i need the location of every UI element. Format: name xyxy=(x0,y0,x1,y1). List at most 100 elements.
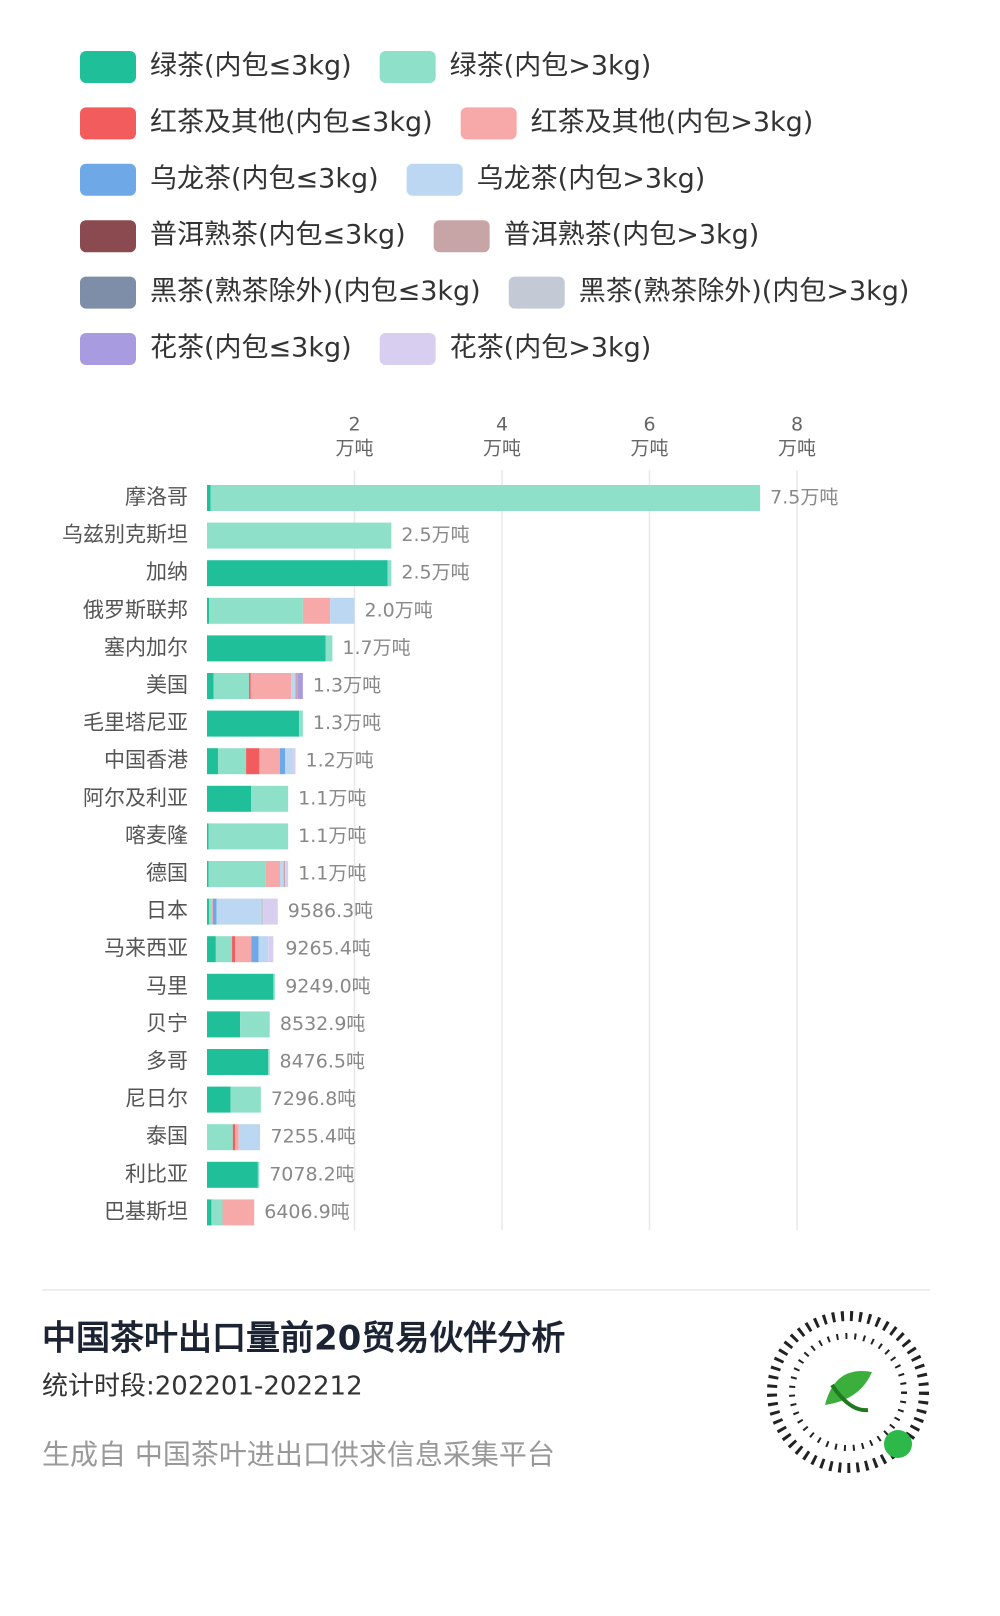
legend-swatch xyxy=(80,333,136,365)
legend-swatch xyxy=(379,333,436,365)
value-label: 9249.0吨 xyxy=(285,975,370,997)
bar-segment xyxy=(207,1161,258,1188)
y-tick-label: 日本 xyxy=(146,899,188,923)
bar-segment xyxy=(207,1049,269,1075)
x-tick-unit: 万吨 xyxy=(335,438,373,460)
bar-segment xyxy=(207,522,392,549)
legend-swatch xyxy=(508,276,565,309)
legend-swatch xyxy=(80,51,136,83)
y-tick-label: 俄罗斯联邦 xyxy=(83,598,188,622)
bar-segment xyxy=(213,673,250,699)
legend-label: 绿茶(内包>3kg) xyxy=(450,51,652,82)
bar-segment xyxy=(212,898,217,925)
legend-label: 乌龙茶(内包>3kg) xyxy=(477,163,706,194)
y-tick-label: 巴基斯坦 xyxy=(104,1199,188,1223)
bar-segment xyxy=(210,485,761,511)
y-tick-label: 摩洛哥 xyxy=(125,485,188,509)
bar-segment xyxy=(207,1199,212,1226)
bar-segment xyxy=(232,1124,236,1151)
bar-segment xyxy=(207,560,388,587)
bar-segment xyxy=(207,1086,231,1113)
bar-segment xyxy=(263,898,278,925)
footer-title: 中国茶叶出口量前20贸易伙伴分析 xyxy=(42,1319,565,1359)
bar-segment xyxy=(258,936,269,963)
bar-segment xyxy=(207,898,210,925)
y-tick-label: 马里 xyxy=(146,974,188,998)
bar-segment xyxy=(295,673,298,699)
value-label: 7078.2吨 xyxy=(269,1163,354,1185)
bar-segment xyxy=(251,936,259,963)
x-tick-unit: 万吨 xyxy=(483,438,521,460)
bar-segment xyxy=(283,861,286,887)
legend-swatch xyxy=(80,220,136,253)
y-tick-label: 喀麦隆 xyxy=(125,823,188,847)
legend-label: 红茶及其他(内包>3kg) xyxy=(531,107,814,138)
footer-period: 统计时段:202201-202212 xyxy=(42,1372,363,1402)
bar-segment xyxy=(218,748,247,775)
bar-segment xyxy=(208,861,266,887)
x-tick-unit: 万吨 xyxy=(778,438,816,460)
legend-label: 普洱熟茶(内包≤3kg) xyxy=(150,220,406,251)
value-label: 7296.8吨 xyxy=(271,1088,356,1110)
y-tick-label: 毛里塔尼亚 xyxy=(83,711,188,735)
legend-swatch xyxy=(80,163,136,196)
bar-segment xyxy=(292,748,296,775)
bar-segment xyxy=(249,673,251,699)
bar-segment xyxy=(387,560,392,587)
bar-segment xyxy=(291,673,296,699)
bar-segment xyxy=(211,898,213,925)
bar-segment xyxy=(250,673,292,699)
bar-segment xyxy=(235,936,252,963)
value-label: 9265.4吨 xyxy=(285,938,370,960)
footer-source: 生成自 中国茶叶进出口供求信息采集平台 xyxy=(42,1438,555,1471)
bar-segment xyxy=(268,936,274,963)
bar-segment xyxy=(207,861,209,887)
bar-segment xyxy=(299,710,303,737)
x-tick-unit: 万吨 xyxy=(630,438,668,460)
value-label: 1.1万吨 xyxy=(298,863,366,885)
y-tick-label: 塞内加尔 xyxy=(104,635,188,659)
bar-segment xyxy=(280,861,284,887)
bar-segment xyxy=(211,1199,223,1226)
y-tick-label: 贝宁 xyxy=(146,1011,188,1035)
x-tick-label: 4 xyxy=(496,414,508,436)
y-tick-label: 马来西亚 xyxy=(104,936,188,960)
y-tick-label: 加纳 xyxy=(146,560,188,584)
y-tick-label: 泰国 xyxy=(146,1124,188,1148)
legend-label: 花茶(内包≤3kg) xyxy=(150,333,352,364)
bar-segment xyxy=(280,748,286,775)
legend-swatch xyxy=(80,107,136,140)
y-tick-label: 利比亚 xyxy=(125,1162,188,1186)
legend-label: 普洱熟茶(内包>3kg) xyxy=(504,220,760,251)
legend-swatch xyxy=(433,220,490,253)
legend-label: 红茶及其他(内包≤3kg) xyxy=(150,107,433,138)
value-label: 9586.3吨 xyxy=(288,900,373,922)
value-label: 1.1万吨 xyxy=(298,825,366,847)
bar-segment xyxy=(207,597,210,624)
bar-segment xyxy=(257,1161,260,1188)
value-label: 7255.4吨 xyxy=(271,1126,356,1148)
bar-segment xyxy=(273,973,275,1000)
bar-segment xyxy=(238,1124,261,1151)
bar-segment xyxy=(235,1124,239,1151)
bar-segment xyxy=(325,635,333,662)
bar-segment xyxy=(222,1199,255,1226)
legend-label: 黑茶(熟茶除外)(内包≤3kg) xyxy=(150,276,481,307)
y-tick-label: 美国 xyxy=(146,673,188,697)
bar-segment xyxy=(207,485,211,511)
legend-label: 乌龙茶(内包≤3kg) xyxy=(150,163,379,194)
value-label: 1.1万吨 xyxy=(298,787,366,809)
value-label: 2.5万吨 xyxy=(401,524,469,546)
legend-swatch xyxy=(406,163,463,196)
bar-segment xyxy=(285,861,289,887)
bar-segment xyxy=(246,748,260,775)
bar-segment xyxy=(207,635,326,662)
value-label: 6406.9吨 xyxy=(264,1201,349,1223)
value-label: 1.3万吨 xyxy=(313,675,381,697)
value-label: 8532.9吨 xyxy=(280,1013,365,1035)
bar-segment xyxy=(302,597,331,624)
bar-segment xyxy=(259,748,281,775)
legend-label: 绿茶(内包≤3kg) xyxy=(150,51,352,82)
legend-label: 花茶(内包>3kg) xyxy=(450,333,652,364)
